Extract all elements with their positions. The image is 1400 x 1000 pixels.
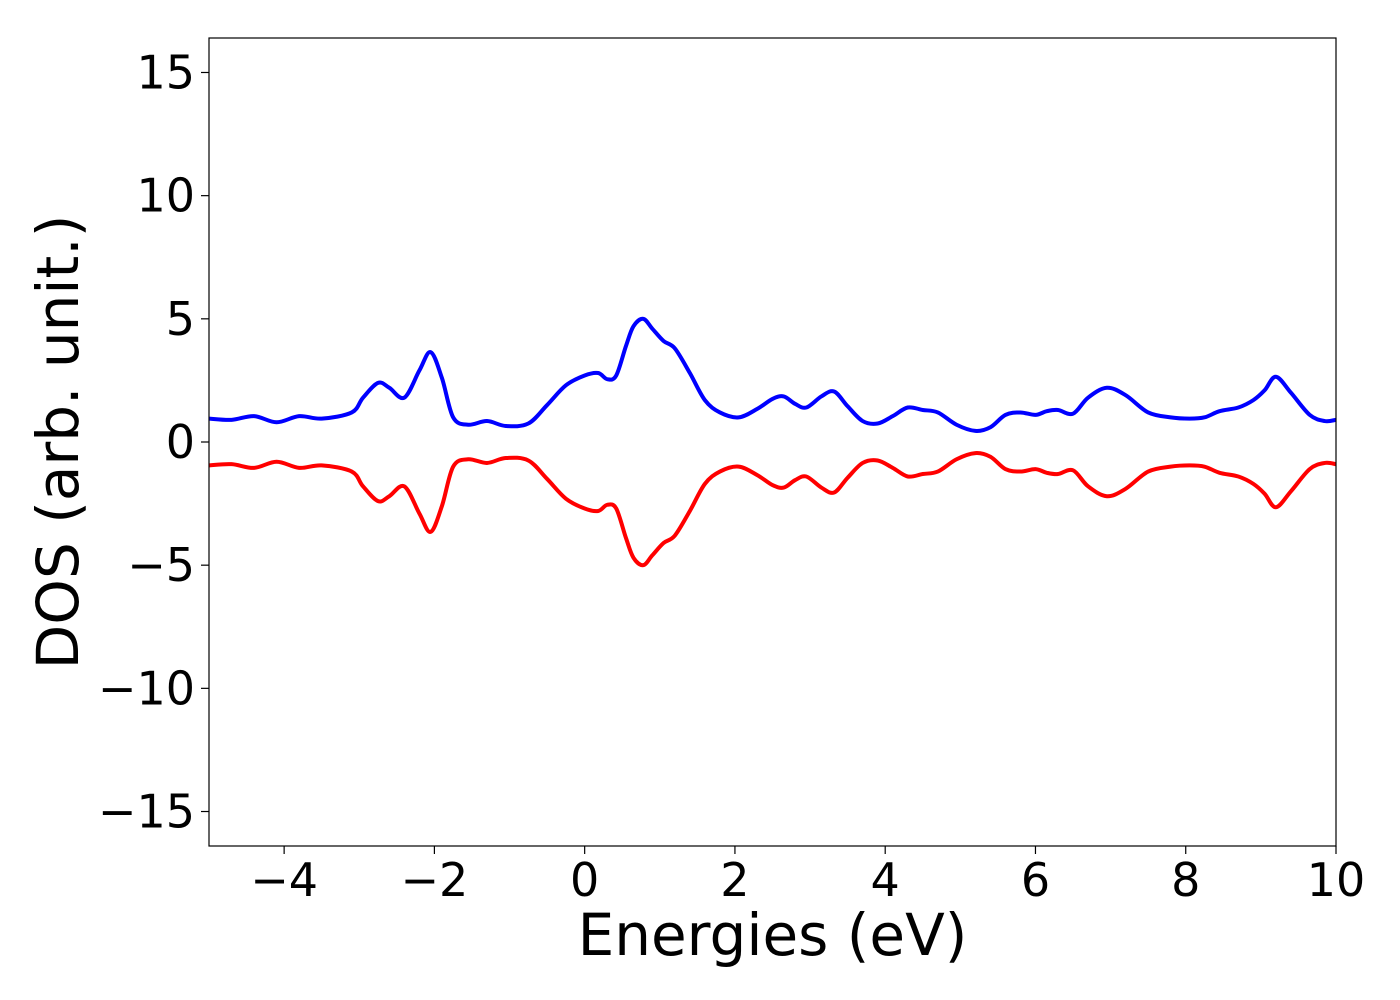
x-axis-ticks: −4 −2 0 2 4 6 8 10 bbox=[250, 846, 1365, 907]
y-axis-ticks: 15 10 5 0 −5 −10 −15 bbox=[98, 45, 209, 839]
y-tick-label: 15 bbox=[136, 45, 195, 99]
x-tick-label: −2 bbox=[400, 853, 468, 907]
plot-series-group bbox=[209, 316, 1336, 568]
x-axis-label: Energies (eV) bbox=[578, 901, 968, 969]
x-tick-label: 6 bbox=[1021, 853, 1050, 907]
x-tick-label: 10 bbox=[1307, 853, 1366, 907]
x-tick-label: 4 bbox=[871, 853, 900, 907]
y-tick-label: −10 bbox=[98, 661, 195, 715]
y-tick-label: 10 bbox=[136, 169, 195, 223]
x-tick-label: 2 bbox=[720, 853, 749, 907]
y-tick-label: −15 bbox=[98, 785, 195, 839]
y-tick-label: 5 bbox=[166, 292, 195, 346]
x-tick-label: 0 bbox=[570, 853, 599, 907]
x-tick-label: 8 bbox=[1171, 853, 1200, 907]
y-tick-label: 0 bbox=[166, 415, 195, 469]
y-tick-label: −5 bbox=[127, 538, 195, 592]
series-line-spin-up bbox=[209, 316, 1336, 433]
series-line-spin-down bbox=[209, 451, 1336, 568]
x-tick-label: −4 bbox=[250, 853, 318, 907]
y-axis-label: DOS (arb. unit.) bbox=[24, 215, 92, 670]
